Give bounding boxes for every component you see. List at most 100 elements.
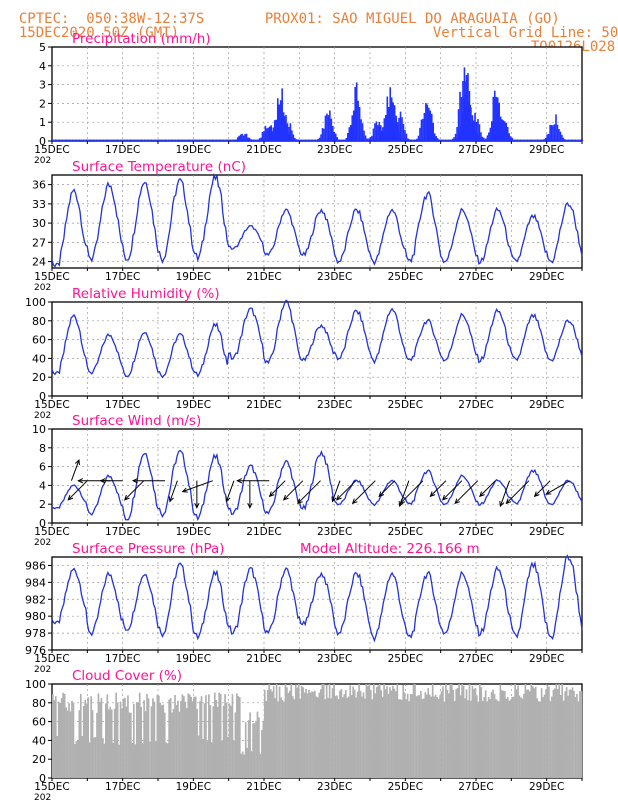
cloud-bar: [231, 694, 234, 778]
cloud-bar: [372, 684, 375, 778]
precip-trace: [481, 139, 483, 141]
precip-trace: [504, 139, 506, 141]
cloud-bar: [184, 701, 187, 778]
precip-trace: [296, 139, 298, 141]
cloud-bar: [378, 684, 381, 778]
precip-trace: [190, 139, 192, 141]
cloud-bar: [556, 689, 559, 778]
precip-trace: [231, 139, 233, 141]
cloud-bar: [212, 706, 215, 778]
precip-bar: [281, 88, 283, 141]
precip-trace: [415, 139, 417, 141]
precip-trace: [388, 139, 390, 141]
cloud-bar: [487, 696, 490, 778]
precip-trace: [533, 139, 536, 141]
wind-arrow: [67, 480, 88, 501]
precip-trace: [67, 139, 69, 141]
precip-bar: [498, 102, 500, 141]
precip-trace: [341, 139, 343, 141]
cloud-bar: [433, 696, 435, 778]
precip-bar: [382, 127, 384, 141]
precip-bar: [276, 98, 279, 141]
precip-trace: [358, 139, 360, 141]
cloud-bar: [143, 700, 145, 778]
cloud-bar: [174, 694, 176, 778]
precip-bar: [345, 137, 348, 141]
precip-bar: [366, 138, 368, 141]
precip-trace: [402, 139, 404, 141]
precip-trace: [474, 139, 476, 141]
precip-trace: [109, 139, 112, 141]
precip-trace: [206, 139, 208, 141]
precip-trace: [326, 139, 328, 141]
precip-trace: [555, 139, 557, 141]
cloud-bar: [418, 695, 421, 778]
cloud-bar: [346, 697, 349, 778]
precip-trace: [56, 139, 58, 141]
precip-bar: [564, 139, 566, 141]
precip-trace: [319, 139, 321, 141]
wind-arrow-head: [533, 491, 540, 498]
cloud-bar: [125, 706, 128, 778]
precip-trace: [354, 139, 356, 141]
cloud-bar: [78, 710, 81, 778]
precip-trace: [230, 139, 232, 141]
precip-trace: [543, 139, 546, 141]
precip-trace: [271, 139, 273, 141]
precip-bar: [454, 133, 457, 141]
cloud-bar: [177, 700, 179, 778]
precip-trace: [183, 139, 185, 141]
cloud-bar: [344, 690, 347, 778]
cloud-bar: [156, 694, 159, 778]
cloud-bar: [343, 694, 346, 778]
precip-trace: [264, 139, 266, 141]
cloud-bar: [449, 684, 452, 778]
precip-bar: [363, 130, 365, 141]
wind-arrow-head: [454, 498, 461, 505]
cloud-bar: [290, 684, 293, 778]
precip-trace: [507, 139, 509, 141]
precip-trace: [382, 139, 384, 141]
precip-bar: [236, 137, 239, 141]
precip-trace: [563, 139, 565, 141]
y-tick-label: 2: [39, 498, 46, 511]
cloud-bar: [355, 697, 357, 778]
precip-trace: [262, 139, 264, 141]
wind-arrow: [534, 480, 551, 497]
precip-trace: [158, 139, 160, 141]
precip-trace: [268, 139, 270, 141]
precip-trace: [542, 139, 544, 141]
precip-trace: [429, 139, 431, 141]
x-tick-label: 23DEC: [317, 271, 352, 283]
cloud-bar: [340, 689, 343, 778]
precip-trace: [331, 139, 334, 141]
precip-trace: [516, 139, 519, 141]
cloud-bar: [437, 698, 440, 778]
cloud-bar: [393, 688, 396, 778]
precip-trace: [582, 139, 584, 141]
x-tick-label: 25DEC: [388, 781, 423, 793]
precip-trace: [498, 139, 500, 141]
precip-trace: [310, 139, 312, 141]
precip-trace: [473, 139, 475, 141]
year-stub-label: 202: [34, 411, 51, 421]
cloud-bar: [188, 694, 191, 778]
panel-title: Surface Pressure (hPa): [72, 541, 225, 557]
precip-bar: [506, 127, 509, 141]
precip-bar: [332, 125, 334, 141]
precip-bar: [354, 86, 356, 141]
precip-trace: [444, 139, 447, 141]
series-line: [51, 299, 583, 379]
precip-bar: [562, 137, 565, 141]
cloud-bar: [400, 699, 403, 778]
cloud-bar: [93, 737, 95, 778]
precip-bar: [369, 136, 372, 141]
y-tick-label: 0: [39, 390, 46, 403]
cloud-bar: [163, 712, 166, 778]
wind-arrow-head: [429, 491, 436, 498]
precip-trace: [442, 139, 444, 141]
cloud-bar: [236, 693, 238, 778]
x-tick-label: 21DEC: [246, 144, 281, 156]
cloud-bar: [443, 701, 446, 778]
precip-bar: [423, 112, 426, 141]
